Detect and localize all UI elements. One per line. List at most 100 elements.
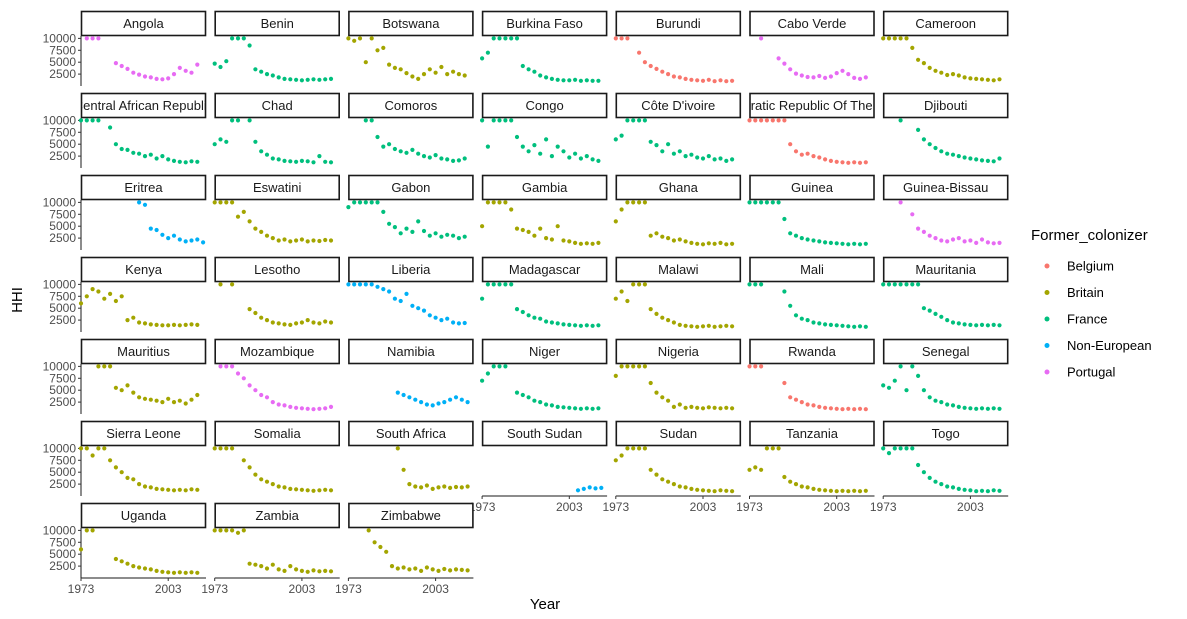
data-point	[433, 70, 438, 75]
data-point	[491, 36, 496, 41]
data-point	[567, 78, 572, 83]
data-point	[886, 282, 892, 287]
data-point	[282, 403, 287, 408]
data-point	[863, 407, 868, 412]
data-point	[613, 296, 618, 301]
data-point	[299, 78, 304, 83]
y-tick-label: 7500	[49, 207, 76, 221]
data-point	[177, 159, 182, 164]
data-point	[886, 36, 892, 41]
data-point	[282, 568, 287, 574]
data-point	[78, 301, 84, 306]
data-point	[904, 282, 909, 287]
data-point	[805, 402, 810, 407]
data-point	[448, 397, 453, 402]
data-point	[201, 240, 206, 245]
data-point	[131, 477, 136, 482]
data-point	[904, 388, 909, 393]
data-point	[392, 65, 397, 70]
data-point	[177, 487, 182, 492]
data-point	[259, 229, 264, 234]
data-point	[631, 282, 636, 287]
data-point	[584, 154, 589, 159]
data-point	[419, 568, 424, 574]
panel-tanzania: Tanzania 1973 2003	[736, 420, 875, 514]
data-point	[459, 397, 464, 402]
data-point	[311, 407, 316, 412]
data-point	[323, 487, 328, 492]
y-tick-label: 5000	[49, 301, 76, 315]
data-point	[154, 227, 159, 233]
data-point	[933, 311, 938, 316]
y-tick-label: 2500	[49, 231, 76, 245]
facet-strip	[749, 256, 875, 283]
facet-strip	[481, 338, 608, 365]
data-point	[395, 446, 400, 451]
data-point	[689, 486, 694, 491]
data-point	[590, 323, 595, 328]
data-point	[962, 322, 967, 327]
data-point	[125, 318, 130, 323]
x-tick-label: 1973	[335, 582, 362, 596]
data-point	[898, 36, 903, 41]
data-point	[160, 154, 165, 159]
data-point	[328, 569, 334, 574]
facet-strip	[481, 420, 608, 447]
data-point	[846, 160, 851, 165]
data-point	[945, 318, 950, 323]
data-point	[648, 63, 653, 69]
facet-strip	[214, 420, 340, 447]
data-point	[183, 570, 188, 575]
facet-strip	[882, 92, 1009, 119]
facet-strip	[214, 338, 340, 365]
data-point	[171, 158, 177, 163]
facet-strip	[882, 420, 1009, 447]
data-point	[770, 446, 775, 451]
data-point	[811, 320, 816, 325]
data-point	[398, 149, 403, 154]
facet-strip	[481, 174, 608, 201]
data-point	[276, 567, 281, 572]
data-point	[852, 407, 857, 412]
data-point	[148, 322, 153, 327]
facet-label: Chad	[262, 98, 293, 113]
data-point	[782, 216, 787, 222]
panel-eswatini: Eswatini	[212, 174, 340, 244]
data-point	[549, 403, 555, 408]
legend-key	[1044, 263, 1050, 269]
data-point	[759, 364, 764, 369]
data-point	[357, 36, 363, 41]
data-point	[898, 446, 903, 451]
data-point	[962, 75, 967, 80]
data-point	[445, 157, 450, 162]
data-point	[927, 233, 932, 238]
data-point	[90, 528, 95, 533]
data-point	[945, 484, 950, 489]
data-point	[282, 237, 287, 242]
facet-label: Lesotho	[254, 262, 300, 277]
data-point	[195, 392, 200, 398]
data-point	[84, 294, 89, 299]
data-point	[979, 237, 985, 242]
data-point	[619, 133, 624, 138]
data-point	[823, 405, 828, 410]
panel-ghana: Ghana	[613, 174, 742, 247]
x-tick-label: 2003	[556, 500, 583, 514]
data-point	[706, 154, 711, 159]
facet-label: Sierra Leone	[106, 426, 180, 441]
data-point	[369, 282, 374, 287]
data-point	[581, 486, 586, 491]
data-point	[730, 241, 735, 246]
data-point	[683, 485, 688, 490]
facet-strip	[749, 420, 875, 447]
legend-item-portugal: Portugal	[1044, 365, 1116, 380]
data-point	[753, 282, 758, 287]
data-point	[323, 319, 328, 324]
data-point	[712, 157, 717, 162]
data-point	[395, 566, 400, 571]
data-point	[991, 406, 996, 411]
data-point	[439, 318, 444, 323]
data-point	[544, 236, 549, 241]
